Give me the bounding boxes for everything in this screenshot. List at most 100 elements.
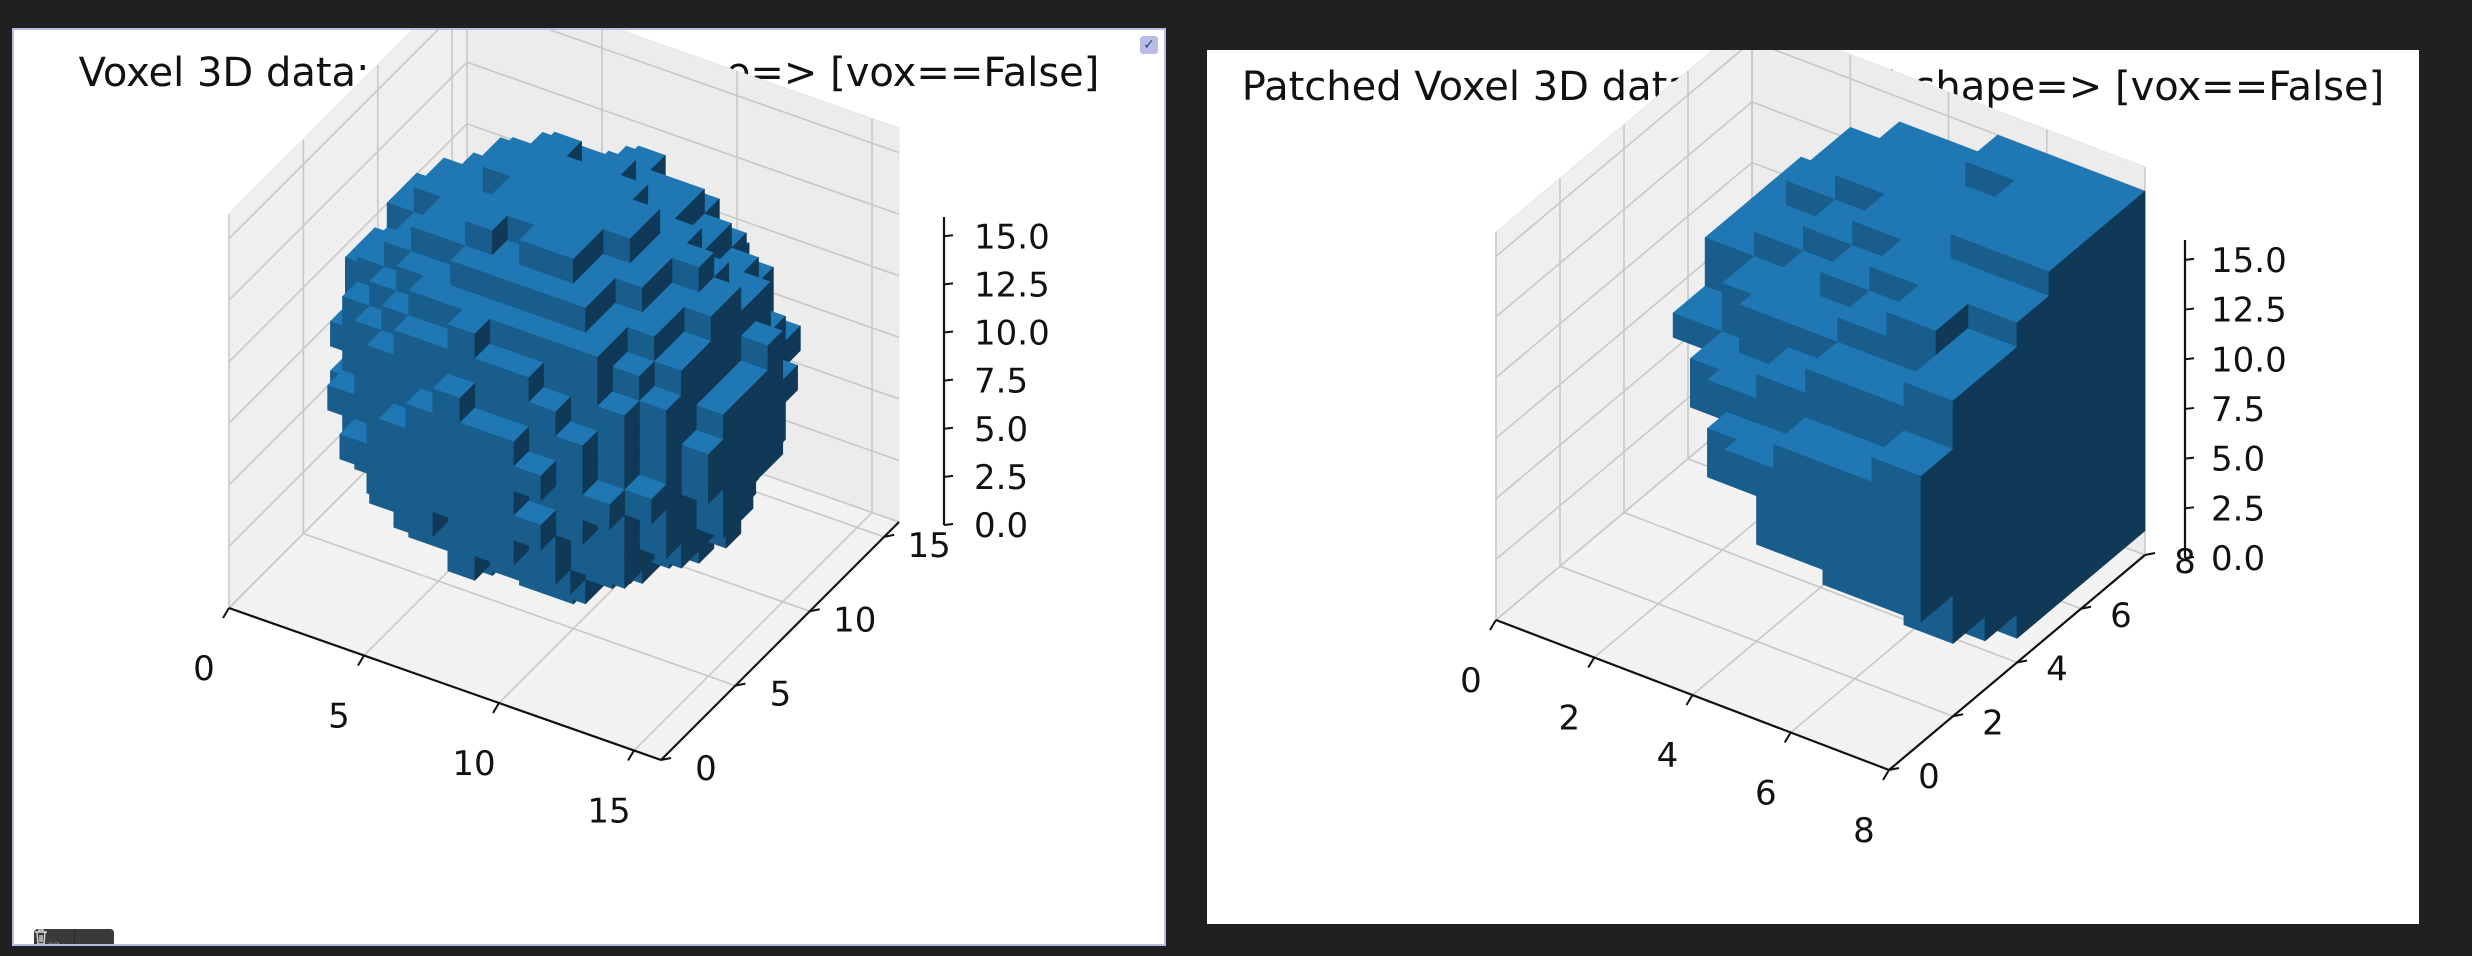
x-tick-label: 15 bbox=[587, 792, 630, 832]
z-tick bbox=[2184, 506, 2195, 510]
voxel-group bbox=[1672, 121, 2146, 644]
voxel-face-side bbox=[666, 395, 682, 436]
y-tick-label: 0 bbox=[695, 749, 717, 789]
check-icon[interactable]: ✓ bbox=[1140, 36, 1158, 54]
trash-icon[interactable] bbox=[35, 929, 115, 944]
y-tick bbox=[1952, 713, 1964, 718]
x-tick-label: 6 bbox=[1755, 774, 1777, 814]
voxel-face-side bbox=[540, 460, 557, 501]
x-tick bbox=[1783, 731, 1792, 744]
y-tick-label: 10 bbox=[833, 600, 876, 640]
x-tick bbox=[627, 749, 635, 762]
x-tick-label: 2 bbox=[1558, 699, 1580, 739]
y-axis-line bbox=[660, 521, 900, 761]
x-tick bbox=[1489, 619, 1497, 631]
tick-labels: 0 2 4 6 8 0 2 4 6 8 0.0 2.5 5.0 7.5 10.0 12.5 15.0 bbox=[1460, 241, 2287, 851]
voxel-face-side bbox=[609, 489, 625, 530]
voxel-face-side bbox=[722, 399, 739, 440]
y-tick bbox=[2144, 552, 2156, 556]
x-axis-line bbox=[228, 606, 662, 762]
z-tick bbox=[943, 282, 954, 286]
x-tick-label: 8 bbox=[1853, 811, 1875, 851]
axis-lines bbox=[222, 217, 954, 762]
voxel-face-side bbox=[651, 484, 667, 525]
plot-panel-voxel[interactable]: Voxel 3D data: (16, 16, 16) shape=> [vox… bbox=[12, 28, 1166, 946]
z-tick-label: 12.5 bbox=[2211, 291, 2287, 331]
z-tick-label: 7.5 bbox=[974, 362, 1028, 402]
x-tick-label: 10 bbox=[452, 744, 495, 784]
z-tick-label: 5.0 bbox=[974, 410, 1028, 450]
y-tick-label: 0 bbox=[1918, 757, 1940, 797]
x-tick bbox=[1882, 769, 1890, 781]
y-tick bbox=[1888, 767, 1900, 771]
z-tick bbox=[2184, 257, 2195, 261]
y-tick-label: 6 bbox=[2110, 596, 2132, 636]
voxel-group bbox=[327, 131, 801, 605]
z-tick-label: 10.0 bbox=[2211, 340, 2287, 380]
x-tick bbox=[1685, 694, 1694, 706]
z-tick-label: 10.0 bbox=[974, 314, 1050, 354]
patched-voxel-plot-3d: 0 2 4 6 8 0 2 4 6 8 0.0 2.5 5.0 7.5 10.0 12.5 15.0 bbox=[1460, 50, 2287, 851]
z-tick bbox=[943, 378, 954, 382]
voxel-face-side bbox=[597, 342, 613, 383]
plot-toolbar: ♡ bbox=[34, 929, 115, 945]
z-tick-label: 15.0 bbox=[2211, 241, 2287, 281]
voxel-face-side bbox=[2016, 295, 2050, 348]
y-tick-label: 15 bbox=[907, 526, 950, 566]
x-tick-label: 0 bbox=[1460, 661, 1482, 701]
z-tick bbox=[943, 330, 954, 334]
y-tick-label: 8 bbox=[2174, 542, 2196, 582]
y-tick bbox=[2016, 659, 2028, 664]
z-tick bbox=[943, 234, 954, 238]
voxel-face-side bbox=[767, 330, 784, 371]
y-tick-label: 2 bbox=[1982, 703, 2004, 743]
tick-labels: 0 5 10 15 0 5 10 15 0.0 2.5 5.0 7.5 10.0 12.5 15.0 bbox=[193, 217, 1050, 831]
voxel-face-side bbox=[1952, 373, 1986, 426]
x-tick bbox=[492, 702, 500, 714]
gridline-z bbox=[228, 122, 900, 363]
z-tick bbox=[943, 474, 954, 478]
voxel-plot-3d: 0 5 10 15 0 5 10 15 0.0 2.5 5.0 7.5 10.0 12.5 15.0 bbox=[193, 30, 1050, 832]
heart-icon[interactable]: ♡ bbox=[34, 929, 74, 945]
y-tick bbox=[809, 608, 820, 613]
plot-panel-patched-voxel[interactable]: Patched Voxel 3D data: (8, 8, 16) shape=… bbox=[1207, 50, 2419, 924]
gridline-z bbox=[228, 61, 900, 301]
trash-glyph bbox=[35, 929, 47, 944]
z-tick-label: 0.0 bbox=[2211, 539, 2265, 579]
z-tick-label: 15.0 bbox=[974, 217, 1050, 257]
y-tick bbox=[2080, 605, 2092, 610]
axis-lines bbox=[1489, 240, 2195, 781]
z-tick bbox=[2184, 406, 2195, 410]
gridline-z bbox=[228, 30, 900, 240]
x-tick-label: 5 bbox=[328, 697, 350, 737]
voxel-face-side bbox=[1920, 449, 1954, 501]
z-tick-label: 2.5 bbox=[974, 458, 1028, 498]
z-tick bbox=[943, 426, 954, 430]
z-tick bbox=[2184, 456, 2195, 460]
y-tick-label: 5 bbox=[770, 675, 792, 715]
voxel-face-side bbox=[710, 301, 727, 342]
y-tick bbox=[660, 757, 672, 761]
x-tick bbox=[357, 654, 365, 667]
z-tick-label: 7.5 bbox=[2211, 390, 2265, 430]
z-tick-label: 2.5 bbox=[2211, 489, 2265, 529]
voxel-face-side bbox=[681, 355, 697, 397]
y-tick bbox=[735, 682, 746, 687]
y-tick-label: 4 bbox=[2046, 650, 2068, 690]
x-tick bbox=[1587, 656, 1596, 669]
voxel-face-side bbox=[582, 430, 598, 471]
x-tick bbox=[222, 607, 230, 619]
voxel-face-side bbox=[540, 510, 557, 551]
z-tick bbox=[2184, 357, 2195, 361]
voxel-face-side bbox=[2048, 244, 2082, 297]
z-tick-label: 5.0 bbox=[2211, 440, 2265, 480]
z-tick-label: 12.5 bbox=[974, 265, 1050, 305]
z-tick bbox=[2184, 556, 2195, 559]
voxel-face-side bbox=[624, 400, 640, 441]
voxel-face-side bbox=[708, 439, 724, 480]
z-tick-label: 0.0 bbox=[974, 506, 1028, 546]
x-tick-label: 4 bbox=[1657, 736, 1679, 776]
x-tick-label: 0 bbox=[193, 649, 215, 689]
z-tick bbox=[2184, 307, 2195, 311]
z-tick bbox=[943, 523, 954, 526]
